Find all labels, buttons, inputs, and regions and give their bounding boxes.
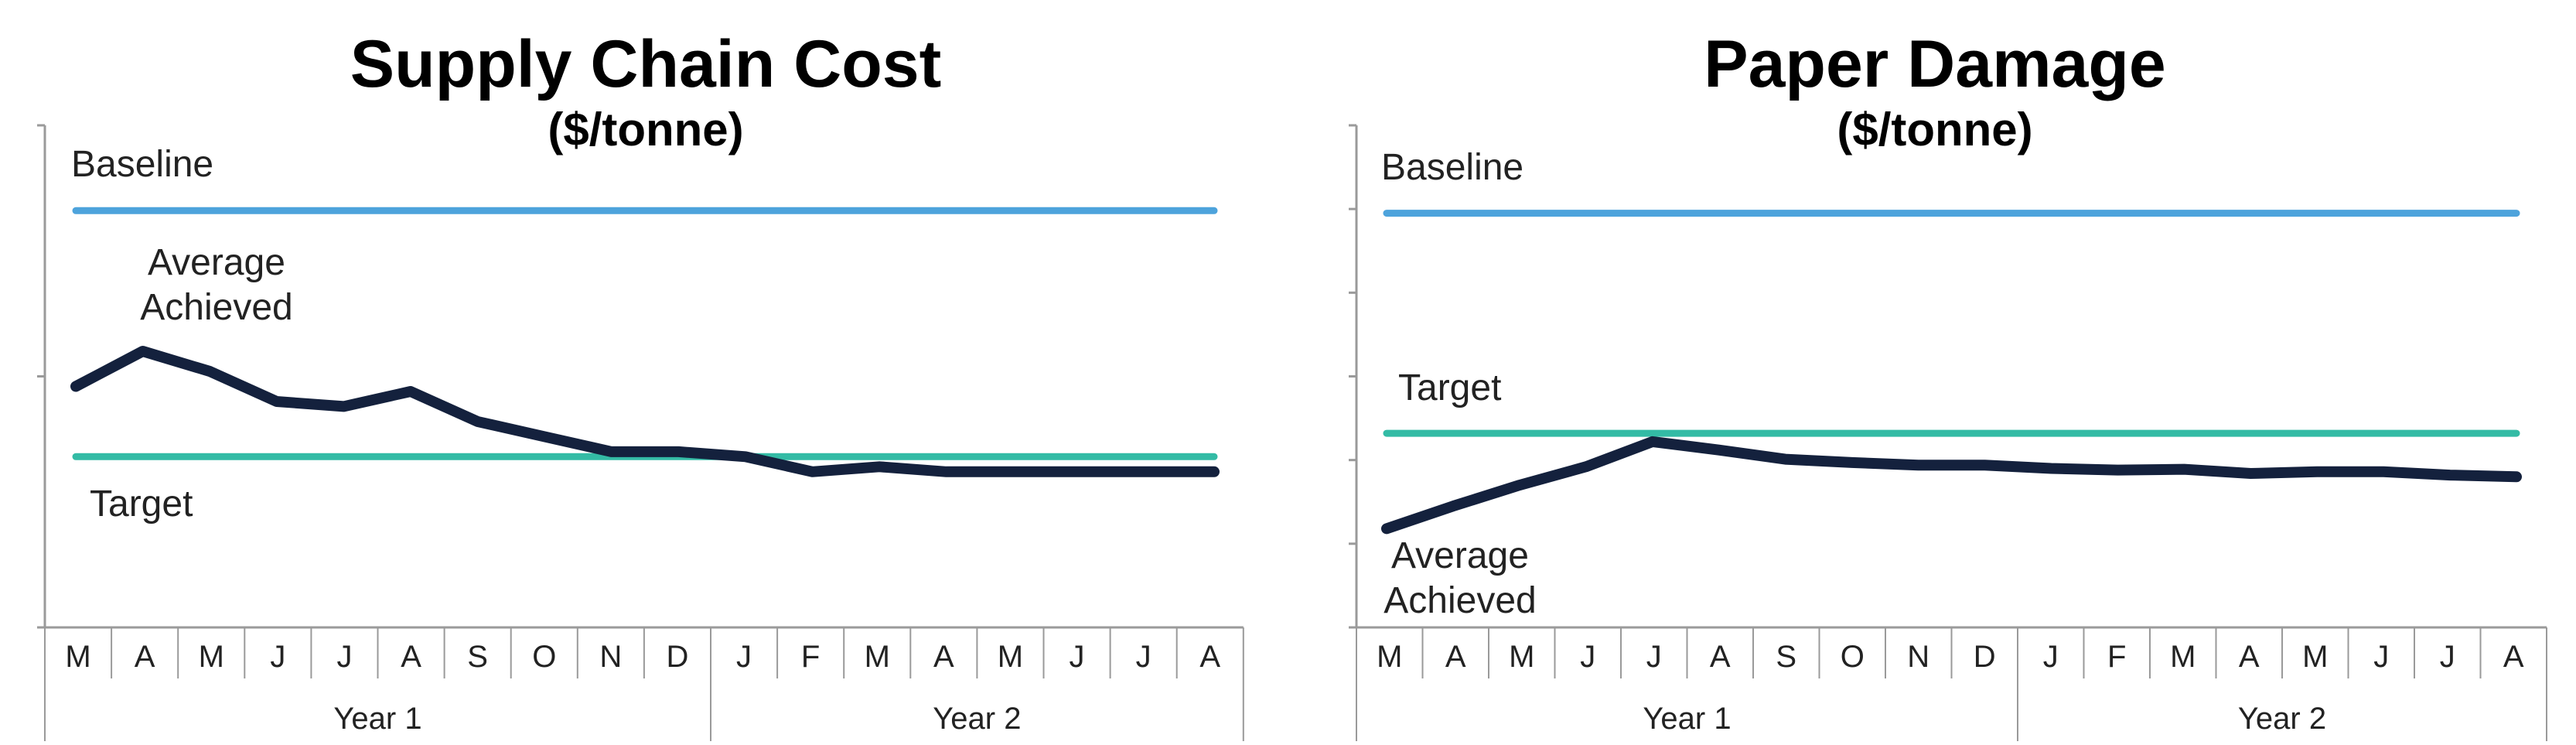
x-tick-label: J: [2373, 640, 2389, 674]
x-tick-label: M: [998, 640, 1023, 674]
chart-subtitle: ($/tonne): [1837, 104, 2032, 155]
x-tick-label: M: [2170, 640, 2196, 674]
x-tick-label: S: [467, 640, 488, 674]
x-tick-label: D: [667, 640, 689, 674]
annotation-target: Target: [1398, 367, 1501, 408]
x-tick-label: A: [135, 640, 155, 674]
x-tick-label: D: [1974, 640, 1996, 674]
chart-paper-damage: Paper Damage ($/tonne) M A M J J A S O N D J F M A M J J…: [1349, 27, 2547, 741]
x-tick-label: M: [865, 640, 890, 674]
x-tick-label: S: [1776, 640, 1796, 674]
chart-supply-chain-cost: Supply Chain Cost ($/tonne) M A M J J A S O N D J F…: [37, 27, 1244, 741]
x-tick-label: J: [1646, 640, 1662, 674]
x-tick-label: M: [2302, 640, 2328, 674]
chart-title: Paper Damage: [1704, 27, 2166, 101]
x-tick-label: J: [1070, 640, 1085, 674]
x-tick-label: A: [2239, 640, 2260, 674]
x-tick-label: O: [1841, 640, 1865, 674]
annotation-baseline: Baseline: [71, 144, 213, 185]
x-group-label: Year 1: [333, 702, 421, 736]
x-tick-label: F: [801, 640, 820, 674]
x-tick-label: A: [933, 640, 954, 674]
x-tick-label: J: [2043, 640, 2059, 674]
x-tick-label: A: [401, 640, 421, 674]
x-tick-label: N: [1907, 640, 1929, 674]
x-tick-label: J: [736, 640, 752, 674]
x-tick-label: A: [1199, 640, 1220, 674]
annotation-achieved: Achieved: [140, 287, 292, 328]
x-tick-label: O: [532, 640, 556, 674]
x-tick-label: M: [1509, 640, 1534, 674]
x-tick-label: M: [199, 640, 224, 674]
x-tick-label: N: [599, 640, 622, 674]
chart-title: Supply Chain Cost: [350, 27, 941, 101]
x-tick-label: M: [1377, 640, 1402, 674]
x-tick-label: J: [336, 640, 352, 674]
series-line-achieved: [1381, 436, 2522, 535]
x-group-label: Year 1: [1643, 702, 1731, 736]
x-tick-label: M: [65, 640, 90, 674]
x-tick-label: J: [2440, 640, 2455, 674]
annotation-achieved: Average: [1391, 535, 1529, 576]
x-tick-label: A: [1445, 640, 1466, 674]
x-tick-label: F: [2107, 640, 2126, 674]
x-tick-label: A: [2503, 640, 2524, 674]
annotation-achieved: Achieved: [1384, 580, 1536, 621]
x-tick-label: J: [270, 640, 285, 674]
chart-subtitle: ($/tonne): [548, 104, 743, 155]
x-group-label: Year 2: [933, 702, 1021, 736]
x-tick-label: J: [1580, 640, 1595, 674]
annotation-achieved: Average: [148, 242, 285, 283]
annotation-target: Target: [90, 484, 193, 525]
series-line-achieved: [70, 346, 1220, 477]
annotation-baseline: Baseline: [1381, 147, 1523, 188]
x-group-label: Year 2: [2238, 702, 2326, 736]
x-tick-label: J: [1136, 640, 1152, 674]
x-tick-label: A: [1710, 640, 1731, 674]
